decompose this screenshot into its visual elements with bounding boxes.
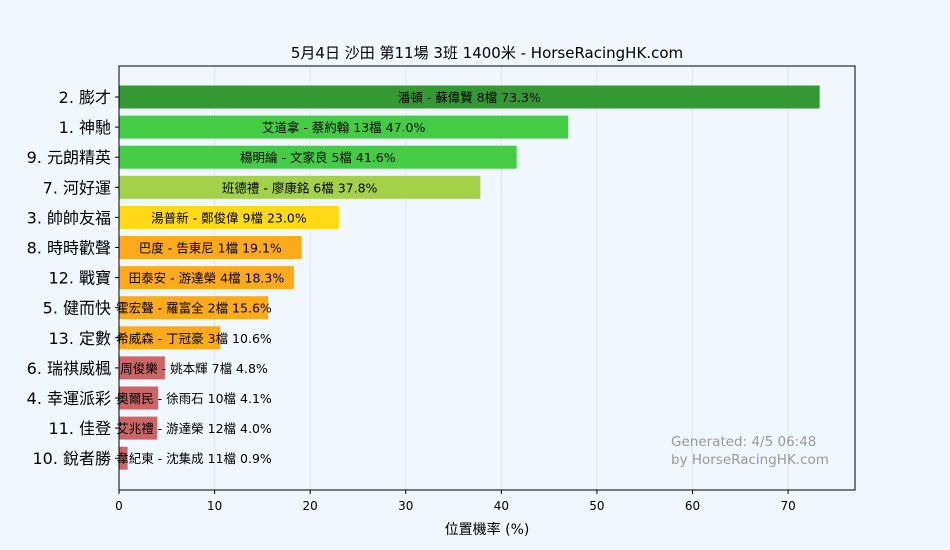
bar xyxy=(119,175,481,199)
bar-data-label: 周俊樂 - 姚本輝 7檔 4.8% xyxy=(120,361,268,376)
x-tick-label: 10 xyxy=(207,499,222,513)
bar-data-label: 湯普新 - 鄭俊偉 9檔 23.0% xyxy=(151,210,307,225)
watermark-line-2: by HorseRacingHK.com xyxy=(671,452,829,468)
bar xyxy=(119,205,339,229)
x-tick-label: 0 xyxy=(115,499,123,513)
x-tick-label: 30 xyxy=(398,499,413,513)
category-label: 3. 帥帥友福 xyxy=(27,208,111,227)
bar-data-label: 潘頓 - 蘇偉賢 8檔 73.3% xyxy=(398,90,541,105)
category-label: 5. 健而快 xyxy=(43,299,111,318)
bar xyxy=(119,115,569,139)
bar-data-label: 艾兆禮 - 游達榮 12檔 4.0% xyxy=(116,421,272,436)
category-labels: 2. 膨才 1. 神馳 9. 元朗精英 7. 河好運 3. 帥帥友福 8. 時時歡聲 12.… xyxy=(27,88,119,468)
category-label: 6. 瑞祺威楓 xyxy=(27,359,111,378)
bar xyxy=(119,85,820,109)
x-axis-title: 位置機率 (%) xyxy=(445,521,530,538)
category-label: 7. 河好運 xyxy=(43,178,111,197)
category-label: 8. 時時歡聲 xyxy=(27,239,111,258)
bar xyxy=(119,386,159,410)
category-label: 12. 戰寶 xyxy=(48,269,111,288)
x-tick-label: 70 xyxy=(780,499,795,513)
bar xyxy=(119,236,302,259)
bar xyxy=(119,356,165,380)
category-label: 11. 佳登 xyxy=(48,419,111,438)
category-label: 9. 元朗精英 xyxy=(27,148,111,167)
bar-data-label: 希威森 - 丁冠豪 3檔 10.6% xyxy=(116,331,272,346)
bar xyxy=(119,145,517,169)
category-label: 13. 定數 xyxy=(48,329,111,348)
bar xyxy=(119,416,158,440)
x-tick-label: 40 xyxy=(494,499,509,513)
category-label: 1. 神馳 xyxy=(59,118,111,137)
plot-frame xyxy=(118,65,856,491)
x-tick-label: 50 xyxy=(589,499,604,513)
chart-title: 5月4日 沙田 第11場 3班 1400米 - HorseRacingHK.co… xyxy=(291,44,683,62)
bar-data-label: 楊明綸 - 文家良 5檔 41.6% xyxy=(240,150,396,165)
bar-data-label: 霍宏聲 - 羅富全 2檔 15.6% xyxy=(116,301,272,316)
bar-data-label: 班德禮 - 廖康銘 6檔 37.8% xyxy=(222,180,378,195)
x-axis-ticks: 0 10 20 30 40 50 60 70 xyxy=(115,490,796,513)
category-label: 10. 銳者勝 xyxy=(32,449,111,468)
x-tick-label: 20 xyxy=(303,499,318,513)
category-label: 4. 幸運派彩 xyxy=(27,389,111,408)
bar-data-label: 田泰安 - 游達榮 4檔 18.3% xyxy=(129,271,285,286)
bar xyxy=(119,296,269,320)
bar xyxy=(119,446,128,470)
bar-layer: 潘頓 - 蘇偉賢 8檔 73.3% 艾道拿 - 蔡約翰 13檔 47.0% 楊明綸 … xyxy=(116,85,820,470)
bar-data-label: 奧爾民 - 徐雨石 10檔 4.1% xyxy=(116,391,272,406)
x-tick-label: 60 xyxy=(685,499,700,513)
bar-data-label: 韋紀東 - 沈集成 11檔 0.9% xyxy=(116,451,272,466)
bar xyxy=(119,266,294,290)
bar-data-label: 艾道拿 - 蔡約翰 13檔 47.0% xyxy=(262,120,426,135)
category-label: 2. 膨才 xyxy=(59,88,111,107)
bar xyxy=(119,326,221,350)
bar-data-label: 巴度 - 告東尼 1檔 19.1% xyxy=(139,241,282,256)
watermark-line-1: Generated: 4/5 06:48 xyxy=(671,434,816,450)
